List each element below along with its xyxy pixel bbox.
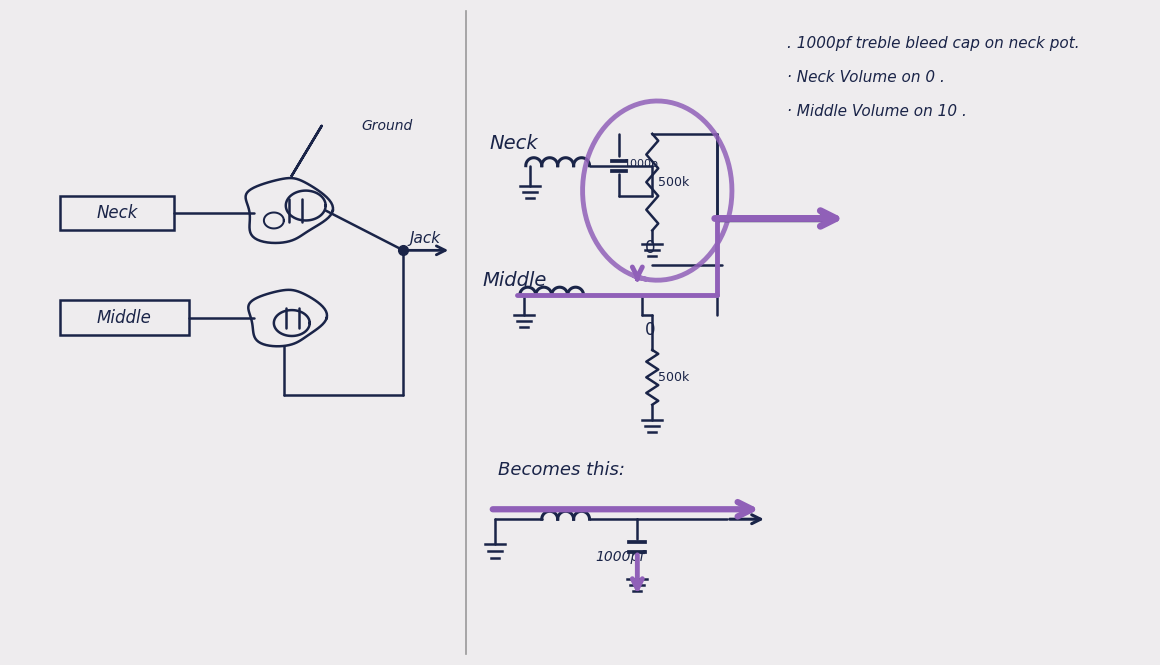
Text: Becomes this:: Becomes this: xyxy=(498,462,625,479)
Text: Neck: Neck xyxy=(490,134,538,154)
Text: 500k: 500k xyxy=(658,371,689,384)
Text: 0: 0 xyxy=(645,239,655,257)
Text: Middle: Middle xyxy=(97,309,152,327)
Bar xyxy=(60,196,174,231)
Text: . 1000pf treble bleed cap on neck pot.: . 1000pf treble bleed cap on neck pot. xyxy=(786,36,1079,51)
Text: Neck: Neck xyxy=(96,204,138,222)
Text: Ground: Ground xyxy=(362,119,413,133)
Text: · Middle Volume on 10 .: · Middle Volume on 10 . xyxy=(786,104,966,119)
Text: 500k: 500k xyxy=(658,176,689,189)
Text: Jack: Jack xyxy=(409,231,441,246)
Text: 1000pf: 1000pf xyxy=(595,550,645,564)
Text: 1000p: 1000p xyxy=(623,159,659,169)
Bar xyxy=(60,300,189,335)
Text: Middle: Middle xyxy=(483,271,546,290)
Text: 0: 0 xyxy=(645,321,655,339)
Text: · Neck Volume on 0 .: · Neck Volume on 0 . xyxy=(786,70,944,85)
